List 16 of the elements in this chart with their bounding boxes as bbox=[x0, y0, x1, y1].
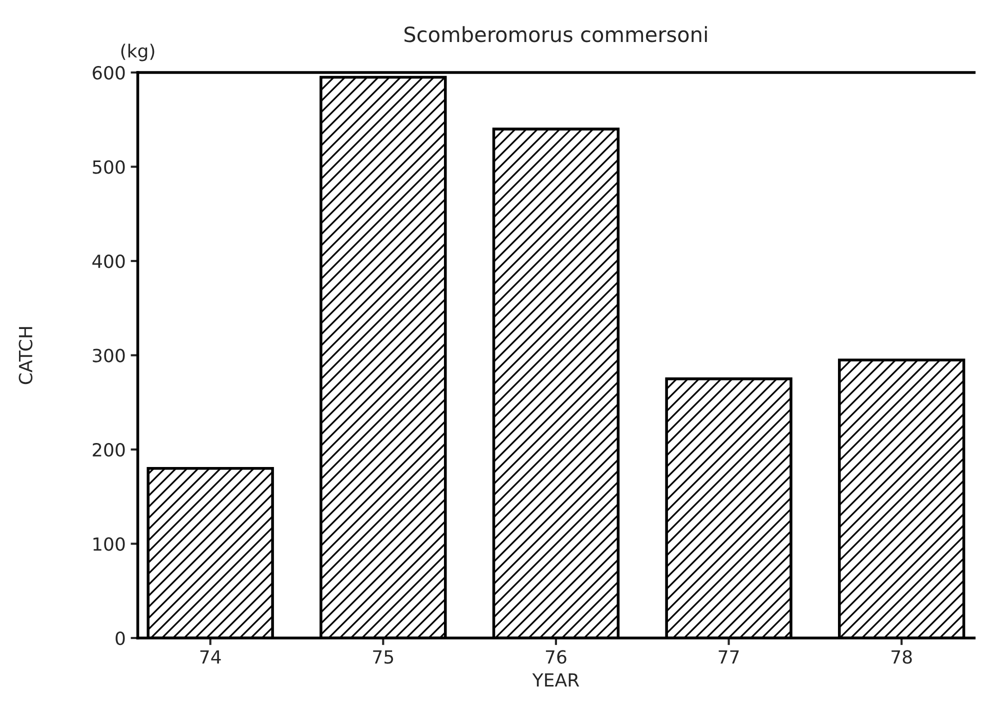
y-tick-label: 300 bbox=[92, 348, 125, 362]
x-axis-title: YEAR bbox=[532, 673, 580, 687]
y-axis-title: CATCH bbox=[18, 327, 32, 384]
y-tick-label: 600 bbox=[92, 66, 125, 80]
x-tick-label: 74 bbox=[200, 650, 221, 664]
x-tick-label: 77 bbox=[718, 650, 739, 664]
chart-title: Scomberomorus commersoni bbox=[404, 26, 707, 42]
y-tick-label: 100 bbox=[93, 537, 125, 551]
x-tick-label: 75 bbox=[373, 650, 394, 664]
y-tick-label: 500 bbox=[92, 160, 125, 174]
x-tick-label: 76 bbox=[546, 650, 566, 664]
y-tick-label: 400 bbox=[92, 254, 125, 268]
text: (kg) bbox=[121, 44, 154, 62]
y-tick-label: 0 bbox=[116, 631, 125, 646]
y-tick-label: 200 bbox=[92, 442, 125, 457]
x-tick-label: 78 bbox=[892, 650, 912, 664]
